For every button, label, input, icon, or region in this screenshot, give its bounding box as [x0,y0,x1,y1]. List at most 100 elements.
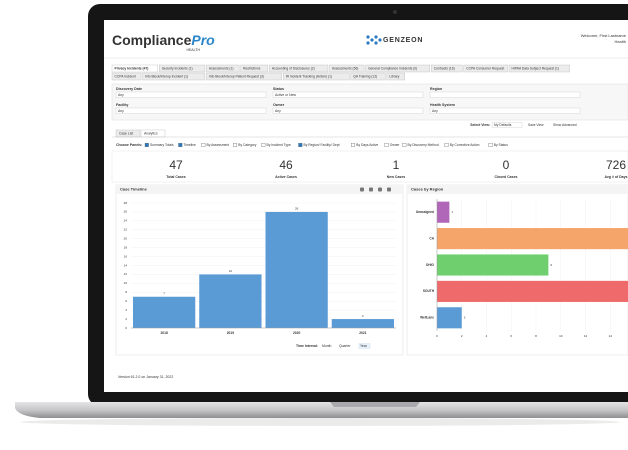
tab[interactable] [206,72,282,81]
tab[interactable] [329,64,365,73]
logo-dot [366,35,370,39]
filter-input[interactable] [115,107,267,114]
tab[interactable] [111,64,158,73]
bar-value-label: 2 [464,316,466,320]
logo-dot [374,41,378,45]
tab[interactable] [240,64,269,73]
tab[interactable] [111,72,142,81]
bar-value-label: 12 [229,269,233,273]
tab[interactable] [431,64,463,73]
filter-input[interactable] [429,107,581,114]
bar [199,274,262,328]
time-interval-option[interactable]: Year [360,344,368,348]
filter-label: Health System [430,103,455,107]
filter-input[interactable] [429,91,581,98]
y-tick-label: 28 [124,201,128,205]
stat-value: 47 [169,158,183,172]
checkbox-label: By Category [238,143,256,147]
x-tick-label: 10 [559,334,563,338]
time-interval-option[interactable]: Quarter [339,344,351,348]
tab[interactable] [386,72,406,81]
y-tick-label: 16 [124,254,128,258]
checkbox[interactable] [201,143,206,147]
x-tick-label: 2021 [359,331,367,335]
checkbox[interactable] [144,143,149,147]
y-tick-label: OHIO [426,263,435,267]
checkbox[interactable] [261,143,266,147]
tab[interactable] [283,72,350,81]
checkbox[interactable] [384,143,389,147]
chart-panel [115,184,404,356]
tab-label: Accounting of Disclosures (2) [272,67,315,71]
tab[interactable] [508,64,570,73]
stat-value: 726 [606,158,626,172]
bar [437,307,462,329]
toolbar-icon[interactable] [378,187,382,192]
y-tick-label: 10 [124,281,128,285]
bar [265,211,328,328]
footer: Version 61.2.0 on January 31, 2022 [118,375,173,379]
stat-label: Active Cases [275,175,297,179]
tab-label: CCPA Consumer Request [466,67,504,71]
tab[interactable] [365,64,431,73]
x-tick-label: 2018 [160,331,168,335]
checkbox-label: By Days Active [356,143,378,147]
filter-input[interactable] [272,107,424,114]
tab[interactable] [142,72,206,81]
x-tick-label: 4 [486,334,488,338]
x-tick-label: 6 [510,334,512,338]
checkbox[interactable] [488,143,493,147]
tab-label: Restrictions [243,67,261,71]
y-tick-label: 20 [124,237,128,241]
brand-accent: Pro [191,32,215,48]
filter-label: Region [430,87,442,91]
show-advanced[interactable]: Show Advanced [553,123,577,127]
logo-dot [366,41,370,45]
stat-label: Closed Cases [495,175,518,179]
toolbar-icon[interactable] [369,187,373,192]
y-tick-label: 2 [125,317,127,321]
filter-input[interactable] [115,91,267,98]
tab-label: Contracts (16) [434,67,455,71]
view-select[interactable] [491,122,523,128]
time-interval-option[interactable]: Month [322,344,332,348]
shadow [20,418,620,426]
toolbar-icon[interactable] [360,187,364,192]
tab[interactable] [158,64,206,73]
chart-panel-header [407,185,628,194]
filter-value: Any [118,109,124,113]
stat-label: Avg # of Days [604,175,627,179]
x-tick-label: 0 [436,334,438,338]
tab[interactable] [463,64,508,73]
checkbox[interactable] [351,143,356,147]
tab[interactable] [350,72,386,81]
checkbox[interactable] [233,143,238,147]
y-tick-label: 4 [125,308,127,312]
y-tick-label: 6 [125,299,127,303]
checkbox[interactable] [444,143,449,147]
x-tick-label: 14 [609,334,613,338]
filter-value: Any [432,109,438,113]
toolbar-icon[interactable] [387,187,391,192]
brand-sub: HEALTH [186,48,200,52]
checkbox-label: Summary Totals [150,143,174,147]
filter-label: Status [273,87,284,91]
checkbox-label: By Discovery Method [408,143,439,147]
tab[interactable] [206,64,240,73]
checkbox[interactable] [298,143,303,147]
notch [330,402,420,407]
bar-value-label: 9 [550,263,552,267]
checkbox[interactable] [402,143,407,147]
bar-value-label: 2 [362,314,364,318]
filter-input[interactable] [272,91,424,98]
tab-label: Assessments (56) [332,67,358,71]
tab[interactable] [269,64,329,73]
checkbox[interactable] [178,143,183,147]
y-tick-label: 22 [124,228,128,232]
welcome: Welcome, First Lastname [581,33,627,38]
filter-value: Active or New [275,93,296,97]
bar-value-label: 7 [163,292,165,296]
y-tick-label: 12 [124,272,128,276]
save-view[interactable]: Save View [528,123,544,127]
